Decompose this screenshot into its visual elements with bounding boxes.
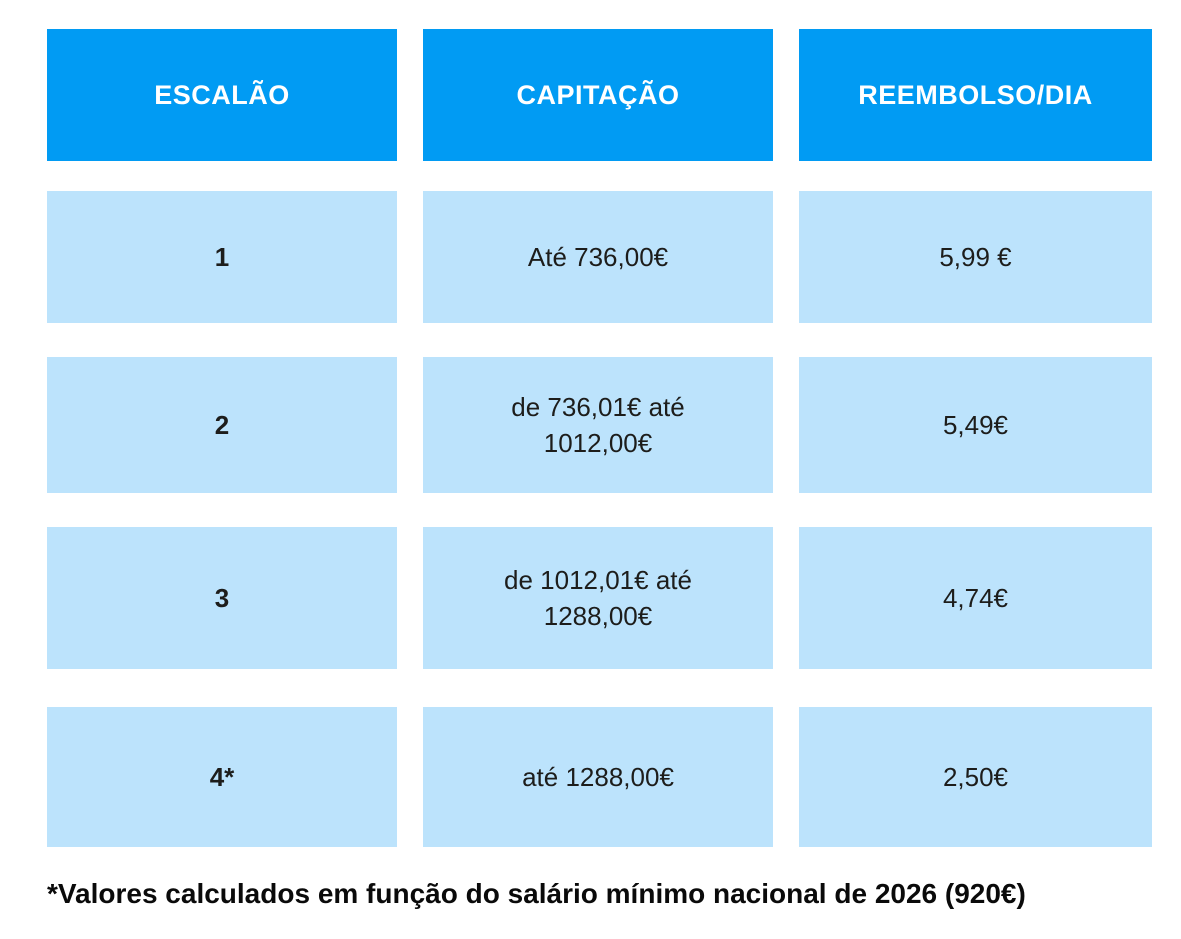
- header-cell-reembolso-dia: REEMBOLSO/DIA: [799, 29, 1152, 161]
- cell-capitacao: Até 736,00€: [423, 191, 773, 323]
- cell-capitacao: de 1012,01€ até 1288,00€: [423, 527, 773, 669]
- cell-escalao: 2: [47, 357, 397, 493]
- cell-escalao: 3: [47, 527, 397, 669]
- benefits-table: ESCALÃO CAPITAÇÃO REEMBOLSO/DIA 1 Até 73…: [47, 29, 1152, 881]
- table-row: 4* até 1288,00€ 2,50€: [47, 707, 1152, 847]
- cell-reembolso-dia: 5,49€: [799, 357, 1152, 493]
- cell-escalao: 1: [47, 191, 397, 323]
- cell-capitacao: de 736,01€ até 1012,00€: [423, 357, 773, 493]
- header-row: ESCALÃO CAPITAÇÃO REEMBOLSO/DIA: [47, 29, 1152, 161]
- table-row: 2 de 736,01€ até 1012,00€ 5,49€: [47, 357, 1152, 493]
- cell-capitacao: até 1288,00€: [423, 707, 773, 847]
- header-cell-capitacao: CAPITAÇÃO: [423, 29, 773, 161]
- cell-escalao: 4*: [47, 707, 397, 847]
- cell-reembolso-dia: 4,74€: [799, 527, 1152, 669]
- footnote: *Valores calculados em função do salário…: [47, 878, 1026, 909]
- table-row: 1 Até 736,00€ 5,99 €: [47, 191, 1152, 323]
- table-row: 3 de 1012,01€ até 1288,00€ 4,74€: [47, 527, 1152, 669]
- header-cell-escalao: ESCALÃO: [47, 29, 397, 161]
- cell-reembolso-dia: 2,50€: [799, 707, 1152, 847]
- cell-reembolso-dia: 5,99 €: [799, 191, 1152, 323]
